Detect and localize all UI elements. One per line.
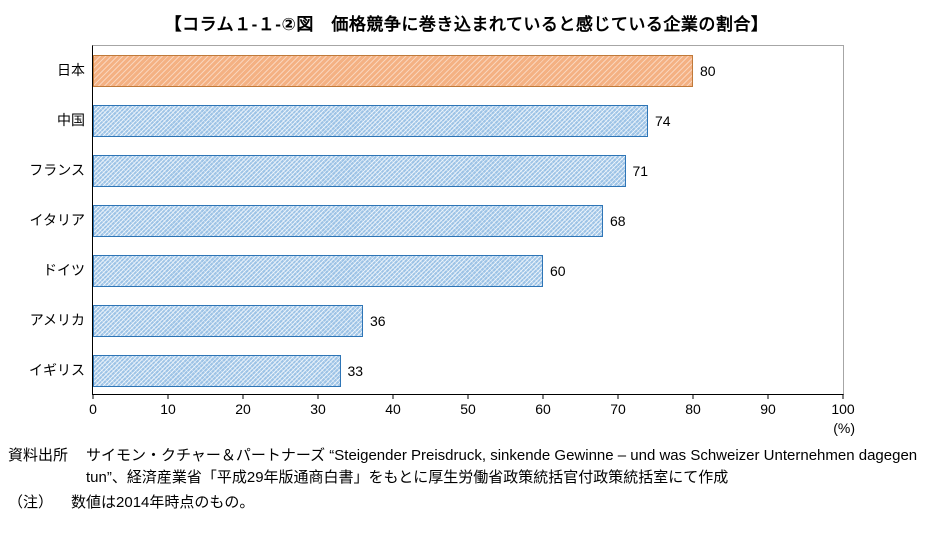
tick-label: 40 [385,401,401,417]
tick-label: 50 [460,401,476,417]
bar-イギリス [93,355,341,387]
tick-mark [617,394,619,399]
tick-label: 90 [760,401,776,417]
value-label: 68 [610,213,626,229]
tick-mark [767,394,769,399]
tick-mark [842,394,844,399]
bar-中国 [93,105,648,137]
bar-row: 33 [93,346,843,396]
tick-label: 100 [831,401,855,417]
tick-label: 70 [610,401,626,417]
source-note: 資料出所 サイモン・クチャー＆パートナーズ “Steigender Preisd… [8,445,923,489]
bar-row: 74 [93,96,843,146]
category-label: アメリカ [29,312,85,328]
category-label: イギリス [29,362,85,378]
value-label: 33 [347,363,364,379]
bar-row: 36 [93,296,843,346]
tick-mark [317,394,319,399]
category-label: 日本 [57,62,85,78]
bar-chart: 日本中国フランスイタリアドイツアメリカイギリス 80 74 71 68 60 36 33 (… [16,45,933,436]
value-label: 71 [632,163,649,179]
tick-label: 0 [89,401,97,417]
source-text: サイモン・クチャー＆パートナーズ “Steigender Preisdruck,… [86,447,918,486]
x-axis: (%) 0 10 20 30 40 50 60 70 80 90 100 [89,394,855,436]
axis-unit-label: (%) [833,420,855,436]
tick-label: 60 [535,401,551,417]
bar-row: 60 [93,246,843,296]
category-axis: 日本中国フランスイタリアドイツアメリカイギリス [16,45,92,395]
tick-label: 10 [160,401,176,417]
category-label: ドイツ [43,262,85,278]
tick-mark [242,394,244,399]
tick-label: 80 [685,401,701,417]
plot-area: 80 74 71 68 60 36 33 (%) 0 10 20 30 40 50 60 70 80 90 10… [89,45,855,436]
chart-title: 【コラム１-１-②図 価格競争に巻き込まれていると感じている企業の割合】 [164,15,769,34]
value-label: 60 [550,263,566,279]
footnote: （注） 数値は2014年時点のもの。 [8,492,923,514]
bar-アメリカ [93,305,363,337]
tick-label: 20 [235,401,251,417]
bar-フランス [93,155,626,187]
bar-ドイツ [93,255,543,287]
category-label: 中国 [57,112,85,128]
bar-row: 80 [93,46,843,96]
tick-mark [92,394,94,399]
bar-row: 71 [93,146,843,196]
footnote-text: 数値は2014年時点のもの。 [71,493,255,511]
footnote-label: （注） [8,493,54,511]
bar-row: 68 [93,196,843,246]
bar-日本 [93,55,693,87]
value-label: 36 [370,313,386,329]
bar-イタリア [93,205,603,237]
value-label: 80 [700,63,716,79]
tick-mark [692,394,694,399]
source-label: 資料出所 [8,447,69,464]
category-label: フランス [29,162,85,178]
tick-mark [167,394,169,399]
tick-mark [392,394,394,399]
value-label: 74 [655,113,671,129]
tick-mark [542,394,544,399]
tick-mark [467,394,469,399]
tick-label: 30 [310,401,326,417]
category-label: イタリア [29,212,85,228]
